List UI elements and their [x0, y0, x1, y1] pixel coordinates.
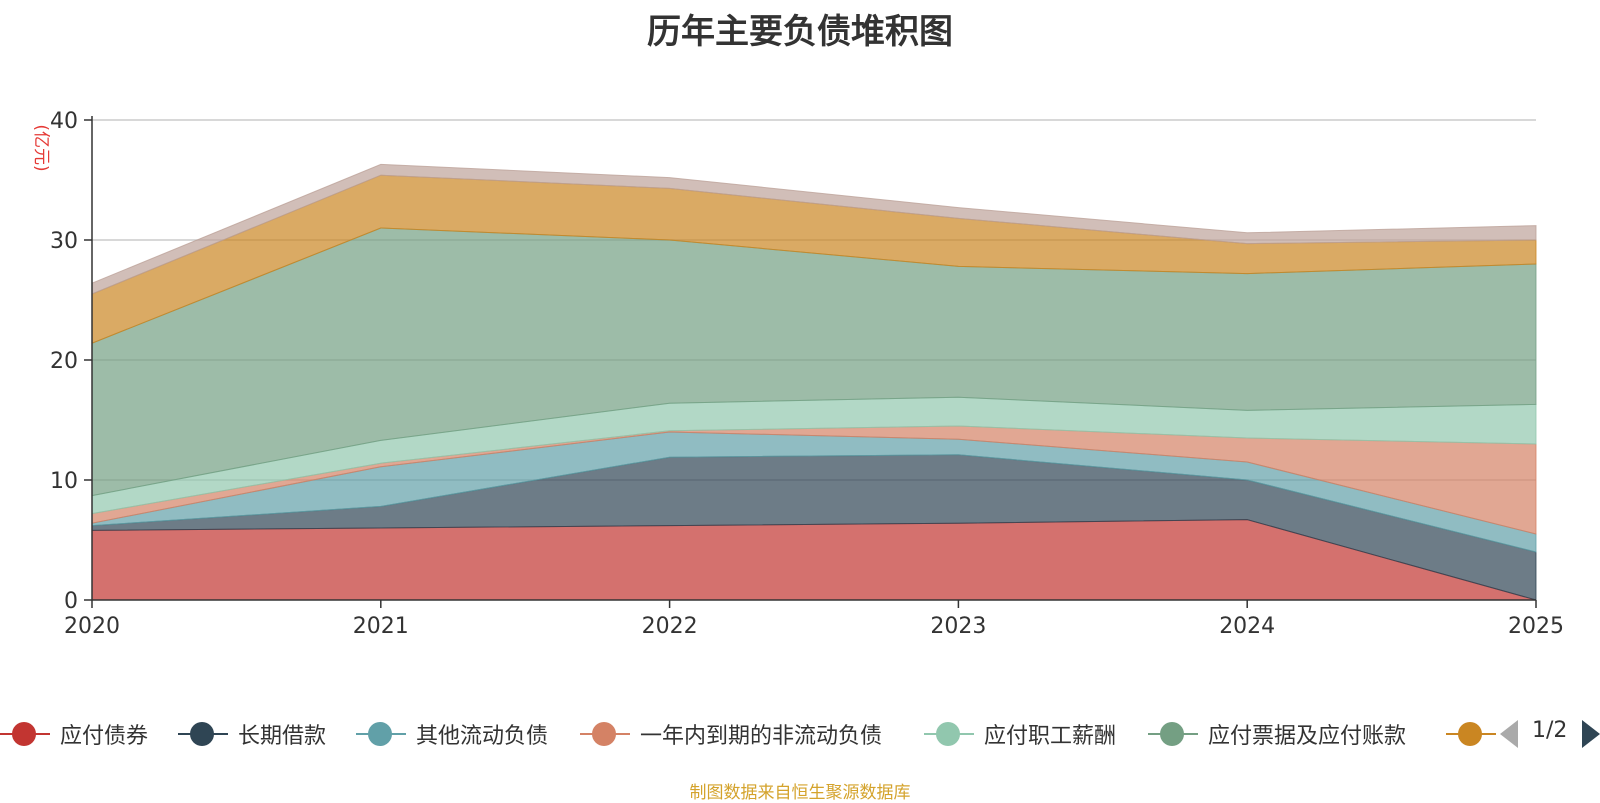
source-note: 制图数据来自恒生聚源数据库	[689, 783, 911, 803]
area-series-7	[91, 163, 1537, 295]
y-axis-unit-text: (亿元)	[31, 124, 50, 171]
legend-label: 应付职工薪酬	[984, 724, 1117, 749]
x-tick-label: 2021	[353, 614, 409, 639]
legend-label: 长期借款	[238, 724, 327, 749]
legend-label: 一年内到期的非流动负债	[640, 724, 883, 749]
y-tick-label: 0	[64, 589, 78, 614]
legend-dot-icon	[936, 722, 960, 746]
chart-plot: 0 10 20 30 40 2020 2021 2022 2023 2024 2025	[50, 109, 1564, 639]
chart-title: 历年主要负债堆积图	[647, 12, 953, 52]
legend-dot-icon	[368, 722, 392, 746]
legend: 应付债券 长期借款 其他流动负债 一年内到期的非流动负债 应付职工薪酬 应付票据…	[0, 712, 1600, 756]
pager-prev-icon[interactable]	[1500, 720, 1518, 748]
x-tick-label: 2020	[64, 614, 120, 639]
y-tick-label: 20	[50, 349, 78, 374]
legend-pager: 1/2	[1500, 712, 1600, 756]
legend-dot-icon	[1458, 722, 1482, 746]
pager-next-icon[interactable]	[1582, 720, 1600, 748]
pager-page-label: 1/2	[1532, 718, 1568, 743]
legend-dot-icon	[190, 722, 214, 746]
legend-dot-icon	[1160, 722, 1184, 746]
x-tick-label: 2024	[1219, 614, 1275, 639]
axis-layer: 0 10 20 30 40 2020 2021 2022 2023 2024 2025	[50, 109, 1564, 639]
legend-dot-icon	[12, 722, 36, 746]
legend-dot-icon	[592, 722, 616, 746]
y-tick-label: 30	[50, 229, 78, 254]
x-tick-label: 2022	[642, 614, 698, 639]
y-axis-unit-label: (亿元)	[31, 124, 50, 171]
legend-label: 应付债券	[60, 724, 149, 749]
legend-label: 应付票据及应付账款	[1208, 724, 1407, 749]
area-layer	[91, 163, 1537, 601]
y-tick-label: 40	[50, 109, 78, 134]
x-tick-label: 2025	[1508, 614, 1564, 639]
x-tick-label: 2023	[930, 614, 986, 639]
y-tick-label: 10	[50, 469, 78, 494]
legend-label: 其他流动负债	[416, 724, 549, 749]
